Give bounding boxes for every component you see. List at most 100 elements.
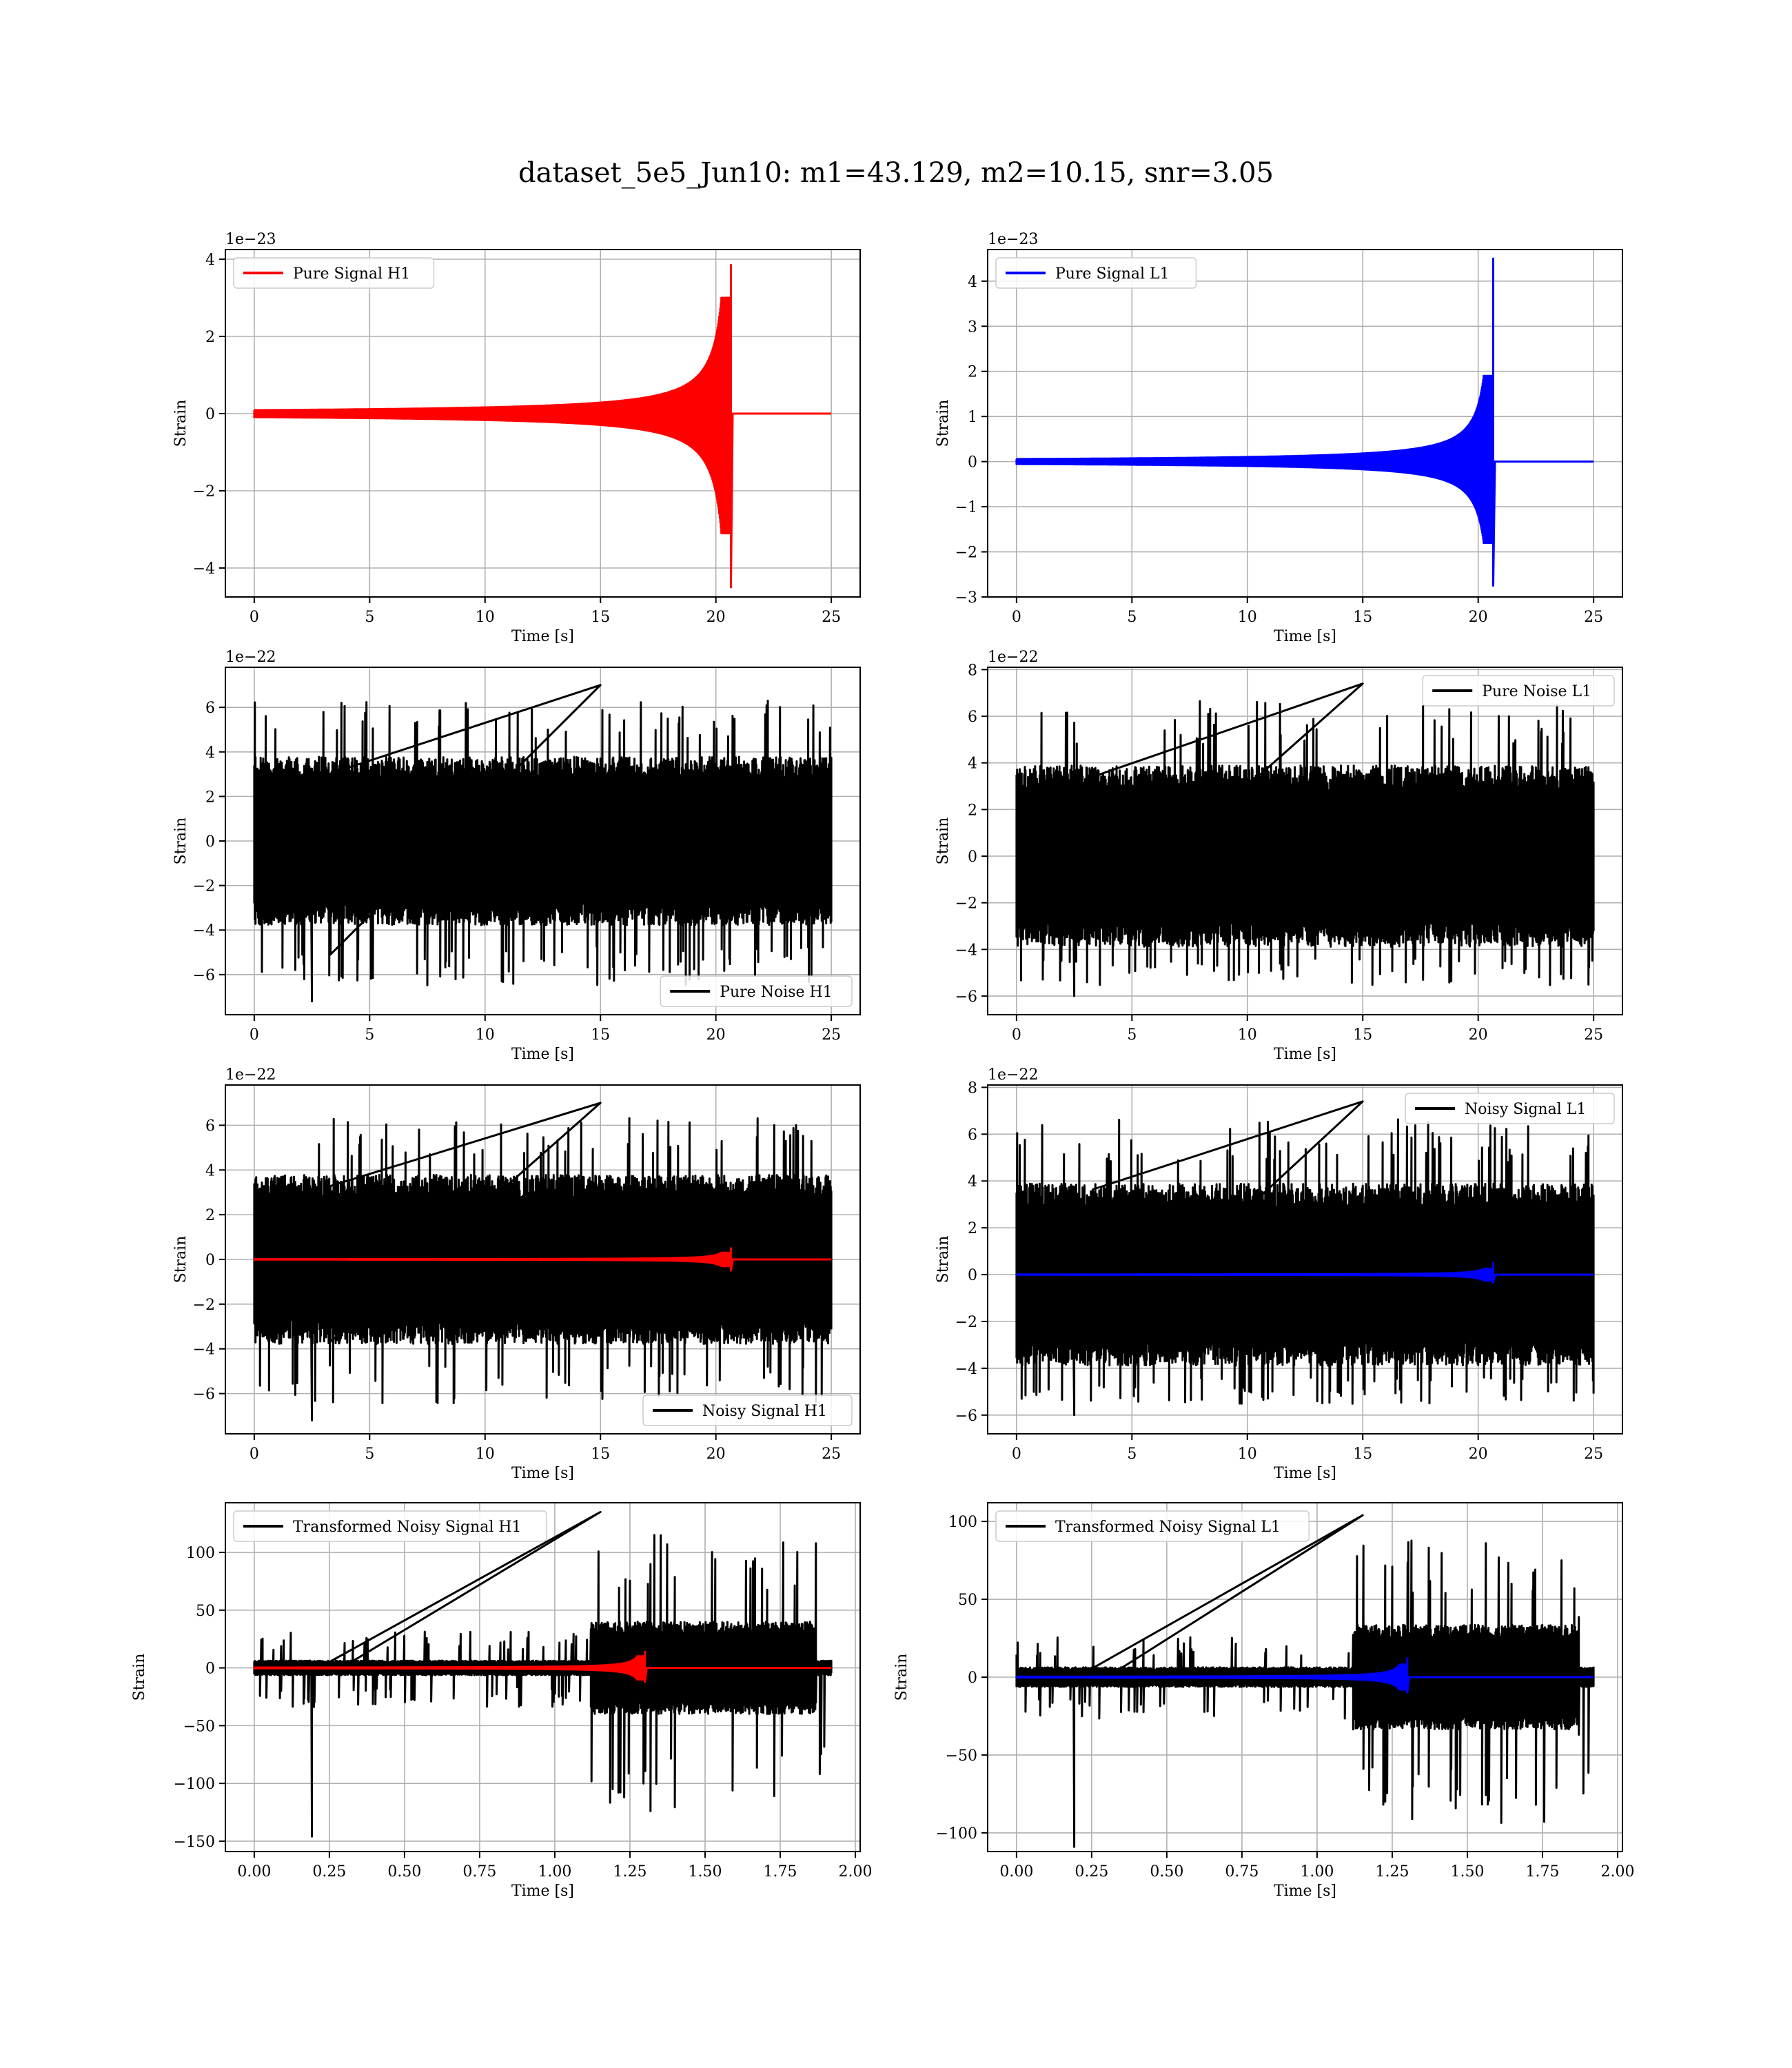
plot-area (253, 684, 833, 1003)
y-tick-label: 2 (968, 802, 977, 819)
x-tick-label: 15 (591, 1446, 610, 1463)
y-tick-label: −6 (955, 989, 977, 1006)
y-tick-label: 0 (968, 849, 977, 866)
legend-box (660, 975, 853, 1007)
x-axis-label: Time [s] (1274, 1883, 1336, 1900)
x-tick-label: 0.75 (1225, 1863, 1259, 1881)
y-tick-label: −6 (193, 967, 215, 984)
y-tick-label: −6 (193, 1386, 215, 1403)
x-tick-label: 5 (1127, 1026, 1137, 1044)
y-axis-label: Strain (172, 1236, 190, 1284)
x-tick-label: 20 (706, 1446, 726, 1463)
plot-area (1015, 1514, 1595, 1848)
y-tick-label: 8 (968, 662, 977, 679)
x-tick-label: 10 (476, 1446, 495, 1463)
y-tick-label: 2 (968, 1220, 977, 1237)
y-tick-label: −150 (174, 1834, 215, 1851)
plot-area (1015, 682, 1595, 997)
axes-frame (987, 667, 1623, 1015)
y-tick-label: −4 (193, 1341, 215, 1359)
y-tick-label: −50 (946, 1747, 977, 1765)
y-offset-label: 1e−23 (988, 231, 1038, 248)
y-tick-label: 2 (205, 789, 215, 806)
x-tick-label: 5 (365, 1026, 374, 1044)
legend: Transformed Noisy Signal L1 (995, 1510, 1310, 1542)
x-tick-label: 10 (1238, 609, 1257, 626)
series-line (1015, 682, 1595, 997)
y-offset-label: 1e−22 (988, 1066, 1038, 1084)
x-tick-label: 20 (706, 1026, 726, 1044)
y-tick-label: −1 (955, 499, 977, 516)
x-tick-label: 1.75 (764, 1863, 797, 1881)
x-axis-label: Time [s] (1274, 1046, 1336, 1063)
y-tick-label: 0 (205, 406, 215, 423)
y-tick-label: −2 (955, 895, 977, 913)
x-tick-label: 0 (1012, 609, 1021, 626)
y-tick-label: 4 (968, 1173, 977, 1190)
x-tick-label: 25 (822, 1446, 841, 1463)
legend: Pure Signal H1 (233, 257, 435, 289)
series-line (253, 1247, 832, 1272)
plot-area (253, 1510, 833, 1838)
legend-label: Noisy Signal L1 (1465, 1101, 1586, 1118)
y-tick-label: 0 (205, 1252, 215, 1269)
x-tick-label: 20 (1469, 609, 1488, 626)
legend-label: Transformed Noisy Signal L1 (1055, 1519, 1281, 1536)
x-tick-label: 25 (1584, 1026, 1603, 1044)
x-tick-label: 1.75 (1526, 1863, 1560, 1881)
series-line (253, 1650, 832, 1683)
y-tick-label: 4 (968, 274, 977, 291)
x-tick-label: 25 (822, 609, 841, 626)
x-tick-label: 5 (1127, 609, 1137, 626)
y-tick-label: −2 (955, 545, 977, 562)
y-offset-label: 1e−22 (225, 649, 276, 666)
y-tick-label: −100 (936, 1825, 977, 1843)
legend-box (995, 257, 1197, 289)
axes-frame (987, 249, 1623, 598)
subplot-noisy-signal-l1: 0 5 10 15 20 25 −6 −4 −2 0 2 4 6 8 Time [s] Strain 1e−22… (935, 1066, 1623, 1482)
legend: Pure Signal L1 (995, 257, 1197, 289)
y-axis-label: Strain (893, 1654, 910, 1701)
x-tick-label: 0 (1012, 1446, 1021, 1463)
legend: Pure Noise L1 (1422, 675, 1615, 707)
legend-label: Transformed Noisy Signal H1 (293, 1519, 522, 1536)
x-tick-label: 0 (250, 1446, 259, 1463)
x-tick-label: 0.25 (1075, 1863, 1108, 1881)
y-axis-label: Strain (172, 400, 190, 447)
y-tick-label: −4 (193, 922, 215, 940)
x-tick-label: 0.00 (237, 1863, 271, 1881)
plot-area (1015, 257, 1594, 587)
x-axis-label: Time [s] (1274, 628, 1336, 645)
subplot-pure-signal-h1: 0 5 10 15 20 25 −4 −2 0 2 4 Time [s] Strain 1e−23 Pure… (172, 231, 861, 645)
y-tick-label: 6 (205, 1117, 215, 1135)
x-tick-label: 0 (250, 1026, 259, 1044)
legend-box (233, 257, 435, 289)
legend-box (1422, 675, 1615, 707)
series-line (253, 1102, 833, 1421)
legend-label: Pure Noise H1 (720, 984, 833, 1001)
y-tick-label: 4 (205, 1162, 215, 1179)
x-axis-label: Time [s] (1274, 1465, 1336, 1482)
x-tick-label: 15 (591, 609, 610, 626)
series-line (1015, 1657, 1594, 1694)
y-tick-label: 4 (968, 756, 977, 773)
x-tick-label: 15 (1353, 1446, 1372, 1463)
y-tick-label: −6 (955, 1408, 977, 1425)
legend-box (642, 1395, 853, 1426)
y-tick-label: 3 (968, 318, 977, 336)
series-line (253, 1510, 833, 1838)
x-tick-label: 15 (1353, 1026, 1372, 1044)
subplot-noisy-signal-h1: 0 5 10 15 20 25 −6 −4 −2 0 2 4 6 Time [s] Strain 1e−22 N… (172, 1066, 861, 1482)
x-tick-label: 1.00 (538, 1863, 571, 1881)
x-tick-label: 1.50 (688, 1863, 722, 1881)
axes-frame (225, 249, 861, 598)
x-axis-label: Time [s] (511, 628, 574, 645)
plot-area (253, 1102, 833, 1421)
y-tick-label: −100 (174, 1776, 215, 1793)
plot-area (253, 263, 832, 589)
y-tick-label: 4 (205, 252, 215, 269)
x-tick-label: 25 (822, 1026, 841, 1044)
x-tick-label: 20 (1469, 1026, 1488, 1044)
y-tick-label: −2 (955, 1314, 977, 1331)
